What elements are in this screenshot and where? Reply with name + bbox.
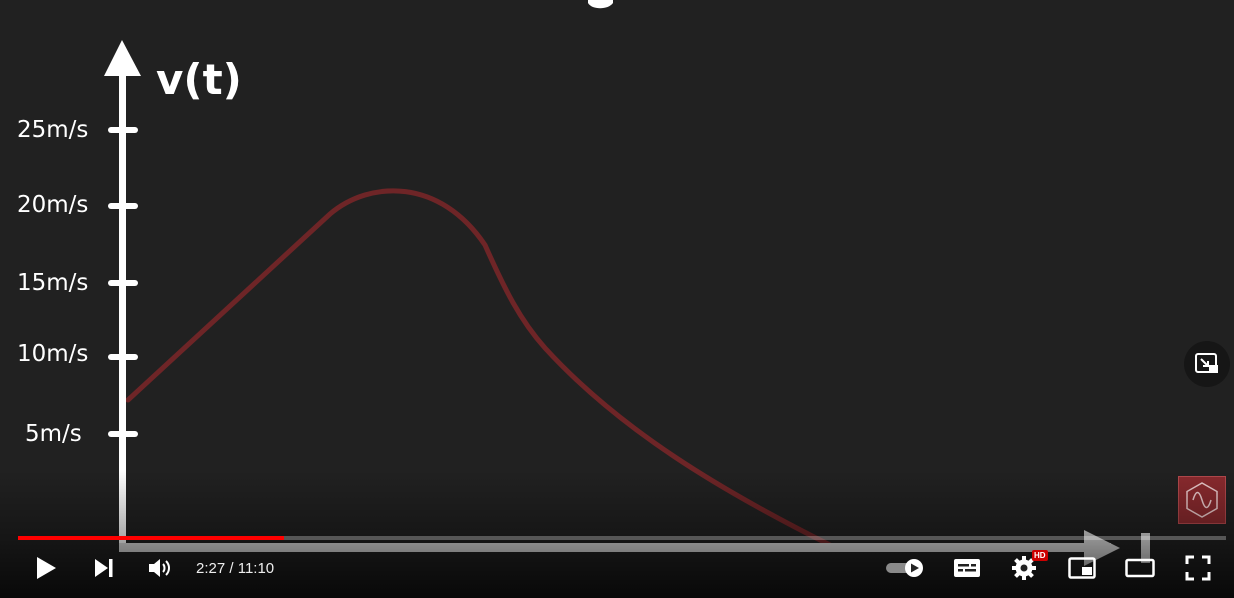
miniplayer-overlay-button[interactable] [1184, 341, 1230, 387]
y-axis-tick-labels: 25m/s 20m/s 15m/s 10m/s 5m/s [17, 117, 88, 447]
channel-watermark-icon [1186, 482, 1218, 518]
tick-label-5: 5m/s [25, 421, 82, 447]
cropped-title-glyph [588, 0, 613, 9]
play-icon [37, 557, 56, 579]
fullscreen-button[interactable] [1178, 548, 1218, 588]
subtitles-icon [954, 559, 980, 577]
hd-badge: HD [1032, 550, 1048, 561]
time-current: 2:27 [196, 559, 226, 577]
progress-track [18, 536, 1226, 540]
player-controls: 2:27 / 11:10 [0, 548, 1234, 588]
tick-label-10: 10m/s [17, 341, 88, 367]
autoplay-toggle[interactable] [886, 559, 926, 577]
subtitles-button[interactable] [947, 548, 987, 588]
autoplay-toggle-icon [886, 559, 923, 577]
y-tick-25 [108, 127, 138, 133]
y-axis-ticks [108, 127, 138, 437]
progress-played [18, 536, 284, 540]
theater-mode-icon [1125, 558, 1155, 578]
play-button[interactable] [26, 548, 66, 588]
miniplayer-icon [1068, 557, 1096, 579]
progress-bar[interactable] [18, 533, 1226, 543]
theater-mode-button[interactable] [1120, 548, 1160, 588]
mute-button[interactable] [140, 548, 180, 588]
miniplayer-button[interactable] [1062, 548, 1102, 588]
next-button[interactable] [84, 548, 124, 588]
y-axis-line [119, 70, 126, 548]
channel-watermark[interactable] [1178, 476, 1226, 524]
y-tick-5 [108, 431, 138, 437]
velocity-curve [125, 188, 833, 548]
tick-label-20: 20m/s [17, 192, 88, 218]
time-display: 2:27 / 11:10 [196, 548, 274, 588]
y-tick-20 [108, 203, 138, 209]
next-icon [95, 559, 113, 577]
time-total: 11:10 [237, 559, 275, 577]
y-axis-title: v(t) [156, 55, 242, 104]
volume-icon [149, 559, 170, 577]
time-separator: / [225, 559, 238, 577]
tick-label-15: 15m/s [17, 270, 88, 296]
tick-label-25: 25m/s [17, 117, 88, 143]
y-tick-10 [108, 354, 138, 360]
y-tick-15 [108, 280, 138, 286]
fullscreen-icon [1185, 555, 1211, 581]
miniplayer-exit-icon [1195, 353, 1218, 373]
y-axis-arrowhead [104, 40, 141, 76]
